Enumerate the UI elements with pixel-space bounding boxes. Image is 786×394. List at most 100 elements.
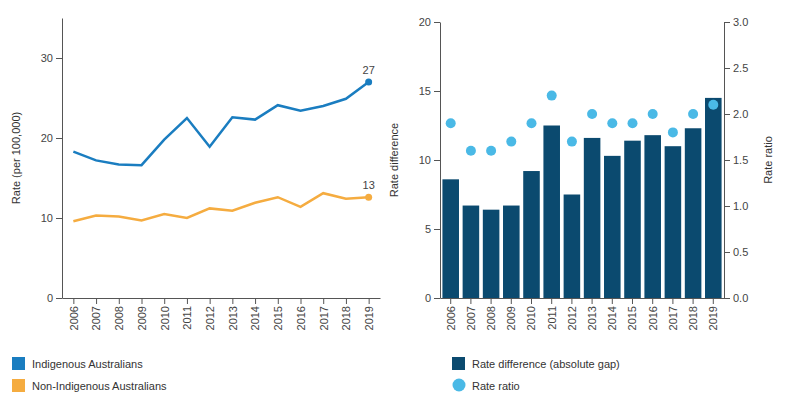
tick-label: 1.5 (733, 154, 748, 166)
tick-label: 2014 (606, 306, 618, 330)
bar (685, 128, 702, 298)
tick-mark (56, 58, 62, 59)
tick-mark (96, 298, 97, 304)
tick: 2006 (445, 298, 457, 330)
tick: 2013 (227, 298, 239, 330)
tick-label: 10 (419, 154, 431, 166)
tick: 0.5 (724, 246, 748, 258)
tick-label: 2006 (445, 306, 457, 330)
tick: 2014 (249, 298, 261, 330)
tick-label: 2008 (113, 306, 125, 330)
axis-line (63, 298, 381, 299)
tick: 3.0 (724, 16, 748, 28)
point (688, 109, 698, 119)
tick-mark (301, 298, 302, 304)
point (587, 109, 597, 119)
bar (644, 135, 661, 298)
tick-mark (323, 298, 324, 304)
tick-mark (119, 298, 120, 304)
axis-title: Rate ratio (762, 136, 774, 184)
tick: 2011 (546, 298, 558, 330)
tick: 2007 (90, 298, 102, 330)
tick: 2017 (667, 298, 679, 330)
bar (523, 171, 540, 298)
axis-title: Rate (per 100,000) (10, 112, 22, 204)
tick-label: 0.0 (733, 292, 748, 304)
tick: 2018 (687, 298, 699, 330)
bar (442, 179, 459, 298)
legend-label: Non-Indigenous Australians (32, 380, 167, 392)
bar (483, 210, 500, 298)
plot-area (73, 79, 372, 222)
tick-mark (434, 229, 440, 230)
tick-label: 30 (41, 52, 53, 64)
tick-label: 2018 (340, 306, 352, 330)
point (506, 137, 516, 147)
tick: 20 (41, 132, 62, 144)
tick: 2010 (525, 298, 537, 330)
tick-label: 2007 (90, 306, 102, 330)
tick-label: 20 (41, 132, 53, 144)
tick-mark (592, 298, 593, 304)
bar (604, 156, 621, 298)
tick-label: 2018 (687, 306, 699, 330)
point (466, 146, 476, 156)
end-point (365, 79, 372, 86)
tick-mark (56, 218, 62, 219)
tick-label: 2009 (136, 306, 148, 330)
legend-label: Rate difference (absolute gap) (472, 358, 620, 370)
tick-label: 2017 (667, 306, 679, 330)
tick: 5 (425, 223, 440, 235)
tick-mark (434, 298, 440, 299)
tick-label: 15 (419, 85, 431, 97)
tick-label: 2009 (505, 306, 517, 330)
tick: 0 (425, 292, 440, 304)
tick: 2016 (647, 298, 659, 330)
tick: 2009 (505, 298, 517, 330)
tick-mark (571, 298, 572, 304)
tick-label: 2.0 (733, 108, 748, 120)
tick-label: 2010 (525, 306, 537, 330)
data-label: 13 (363, 179, 375, 191)
tick-mark (56, 298, 62, 299)
y-axis: 05101520 (419, 16, 441, 304)
point (607, 118, 617, 128)
tick-label: 2013 (227, 306, 239, 330)
tick-mark (724, 114, 730, 115)
tick-label: 2013 (586, 306, 598, 330)
tick-mark (369, 298, 370, 304)
axis-line (441, 298, 725, 299)
bar (564, 195, 581, 299)
tick: 2012 (566, 298, 578, 330)
x-axis: 2006200720082009201020112012201320142015… (63, 298, 381, 330)
y2-axis: 0.00.51.01.52.02.53.0 (724, 16, 748, 304)
tick: 0 (47, 292, 62, 304)
line (73, 82, 368, 165)
tick-mark (724, 22, 730, 23)
tick: 2006 (68, 298, 80, 330)
tick-label: 2015 (626, 306, 638, 330)
tick-mark (450, 298, 451, 304)
tick: 2013 (586, 298, 598, 330)
tick-mark (255, 298, 256, 304)
tick-label: 2016 (647, 306, 659, 330)
tick-label: 5 (425, 223, 431, 235)
tick-mark (56, 138, 62, 139)
tick-mark (73, 298, 74, 304)
tick-label: 2010 (159, 306, 171, 330)
tick: 2.5 (724, 62, 748, 74)
tick-mark (551, 298, 552, 304)
tick-label: 2011 (546, 306, 558, 330)
tick: 2015 (272, 298, 284, 330)
tick-mark (511, 298, 512, 304)
tick-label: 2012 (566, 306, 578, 330)
point (446, 118, 456, 128)
chart-canvas: 0 10 20 30 2006 2007 2008 2009 2010 2011 2012 2013 2… (0, 0, 786, 394)
tick: 2008 (113, 298, 125, 330)
point (668, 127, 678, 137)
tick-mark (672, 298, 673, 304)
tick: 10 (41, 212, 62, 224)
end-point (365, 194, 372, 201)
tick-mark (470, 298, 471, 304)
tick-label: 0 (425, 292, 431, 304)
